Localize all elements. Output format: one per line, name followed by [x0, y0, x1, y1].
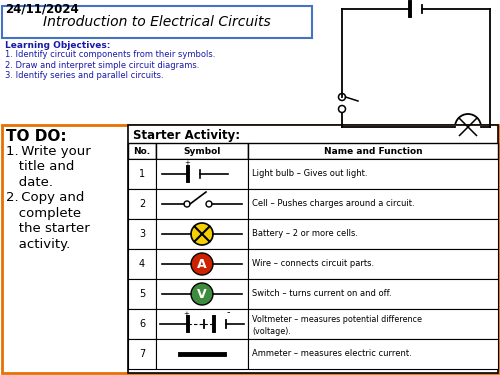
Text: -: -	[226, 307, 230, 317]
Text: Ammeter – measures electric current.: Ammeter – measures electric current.	[252, 350, 412, 358]
Bar	[128, 219, 156, 249]
Bar	[248, 143, 498, 159]
Text: A: A	[197, 258, 207, 270]
FancyBboxPatch shape	[2, 125, 498, 373]
Text: 7: 7	[139, 349, 145, 359]
Circle shape	[191, 253, 213, 275]
Bar	[248, 159, 498, 189]
Bar	[128, 279, 156, 309]
Text: Introduction to Electrical Circuits: Introduction to Electrical Circuits	[43, 15, 271, 29]
Text: Symbol: Symbol	[184, 147, 220, 156]
Bar	[128, 189, 156, 219]
Bar	[156, 309, 248, 339]
Bar	[128, 339, 156, 369]
Text: 2. Draw and interpret simple circuit diagrams.: 2. Draw and interpret simple circuit dia…	[5, 60, 200, 69]
Bar	[248, 309, 498, 339]
Text: Cell – Pushes charges around a circuit.: Cell – Pushes charges around a circuit.	[252, 200, 414, 208]
Text: 3. Identify series and parallel circuits.: 3. Identify series and parallel circuits…	[5, 71, 164, 80]
Text: 24/11/2024: 24/11/2024	[5, 3, 79, 16]
Text: date.: date.	[6, 176, 53, 189]
Bar	[248, 249, 498, 279]
Text: 2. Copy and: 2. Copy and	[6, 192, 84, 204]
Bar	[248, 219, 498, 249]
Text: (voltage).: (voltage).	[252, 327, 291, 336]
Bar	[156, 249, 248, 279]
Text: Wire – connects circuit parts.: Wire – connects circuit parts.	[252, 260, 374, 268]
Text: Learning Objectives:: Learning Objectives:	[5, 41, 110, 50]
Bar	[156, 219, 248, 249]
Bar	[156, 143, 248, 159]
Circle shape	[191, 223, 213, 245]
Text: 1. Write your: 1. Write your	[6, 145, 91, 158]
Text: Switch – turns current on and off.: Switch – turns current on and off.	[252, 290, 392, 298]
Text: 6: 6	[139, 319, 145, 329]
Bar	[156, 339, 248, 369]
Text: Light bulb – Gives out light.: Light bulb – Gives out light.	[252, 170, 368, 178]
Bar	[128, 143, 156, 159]
Bar	[248, 339, 498, 369]
Bar	[128, 249, 156, 279]
Text: Battery – 2 or more cells.: Battery – 2 or more cells.	[252, 230, 358, 238]
Text: No.: No.	[134, 147, 150, 156]
Text: TO DO:: TO DO:	[6, 129, 66, 144]
Bar	[156, 189, 248, 219]
Text: Name and Function: Name and Function	[324, 147, 422, 156]
Bar	[156, 279, 248, 309]
FancyBboxPatch shape	[2, 6, 312, 38]
Text: +: +	[184, 160, 190, 166]
Bar	[128, 309, 156, 339]
Bar	[156, 159, 248, 189]
Circle shape	[191, 283, 213, 305]
Text: Starter Activity:: Starter Activity:	[133, 129, 240, 142]
Text: the starter: the starter	[6, 222, 90, 236]
Text: complete: complete	[6, 207, 81, 220]
Text: activity.: activity.	[6, 238, 70, 251]
Text: 5: 5	[139, 289, 145, 299]
Bar	[248, 279, 498, 309]
Text: title and: title and	[6, 160, 74, 174]
Text: V: V	[197, 288, 207, 300]
FancyBboxPatch shape	[128, 125, 498, 373]
Text: 1: 1	[139, 169, 145, 179]
Text: 4: 4	[139, 259, 145, 269]
Text: 2: 2	[139, 199, 145, 209]
Text: 1. Identify circuit components from their symbols.: 1. Identify circuit components from thei…	[5, 50, 216, 59]
Text: Voltmeter – measures potential difference: Voltmeter – measures potential differenc…	[252, 315, 422, 324]
Text: 3: 3	[139, 229, 145, 239]
Text: +: +	[183, 311, 189, 317]
Bar	[248, 189, 498, 219]
Bar	[128, 159, 156, 189]
